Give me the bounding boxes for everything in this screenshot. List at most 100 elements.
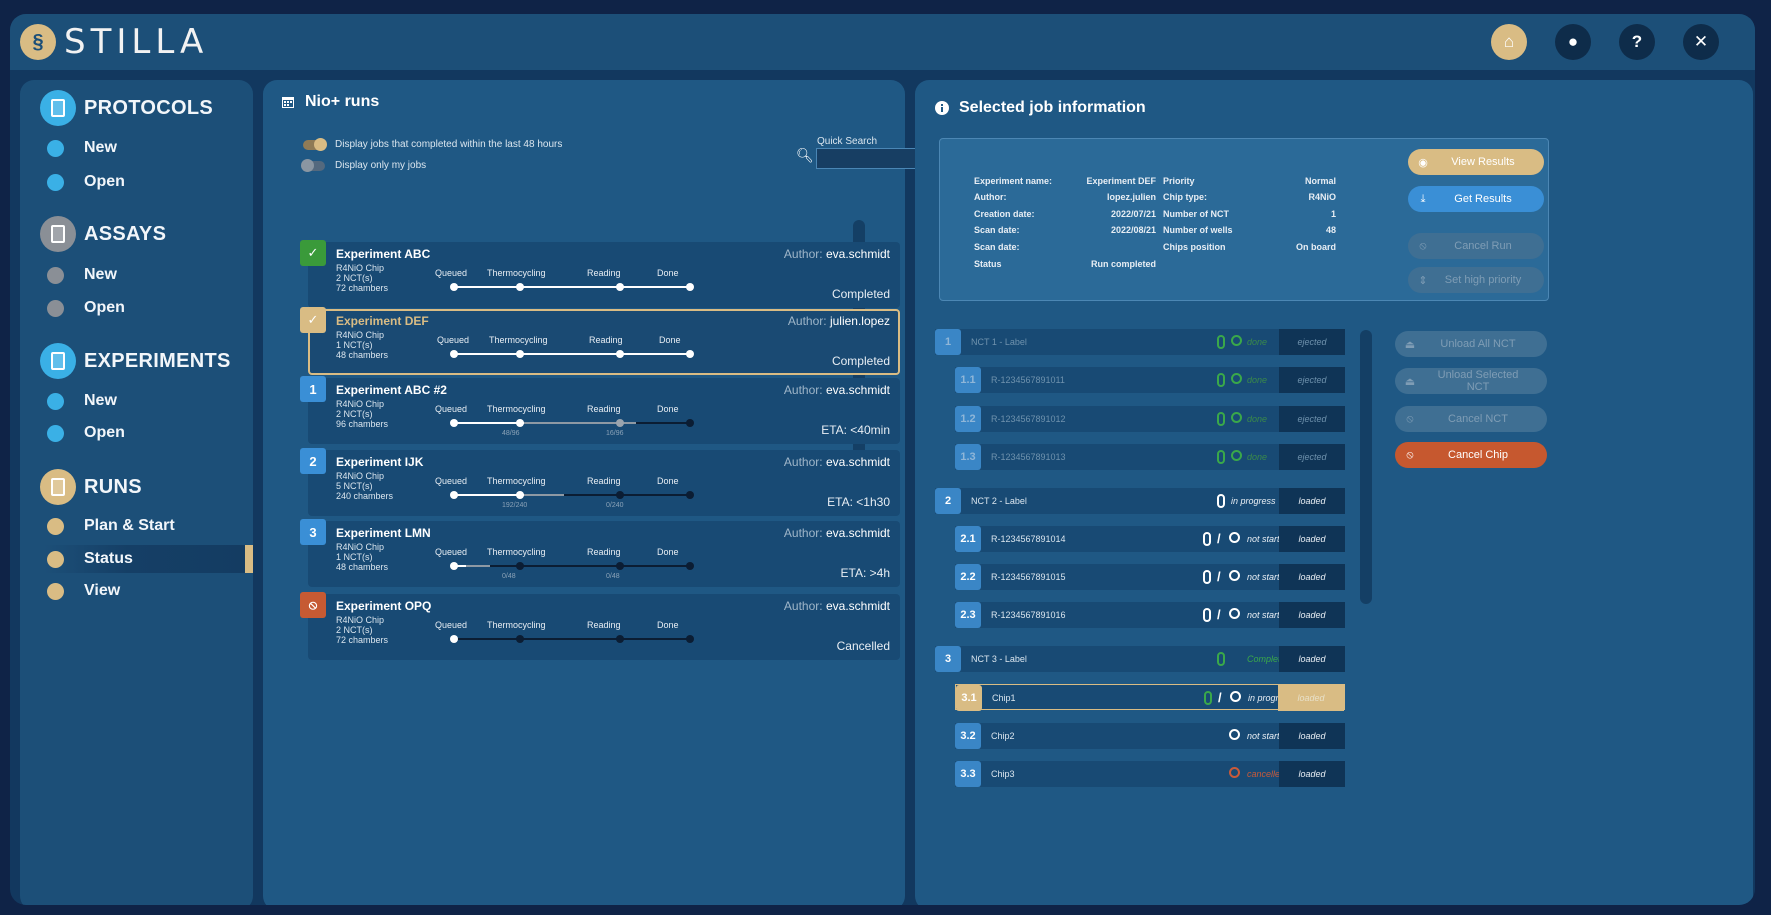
sidebar-item-protocols-new[interactable]: New <box>44 134 253 162</box>
chip-row[interactable]: 3.3 Chip3 cancelled loaded <box>955 761 1345 787</box>
row-label: Chip2 <box>991 731 1015 741</box>
sidebar-item-runs-view[interactable]: View <box>44 577 253 605</box>
nct-row[interactable]: 2 NCT 2 - Label in progress loaded <box>935 488 1345 514</box>
info-icon <box>935 101 949 115</box>
unload-selected-nct-button[interactable]: ⏏ Unload Selected NCT <box>1395 368 1547 394</box>
download-icon: ⤓ <box>1420 192 1426 205</box>
section-title: ASSAYS <box>84 222 167 245</box>
job-card[interactable]: 2 Experiment IJK R4NiO Chip 5 NCT(s) 240… <box>300 448 900 516</box>
thermometer-icon <box>1204 691 1212 705</box>
chip-row[interactable]: 1.2 R-1234567891012 done ejected <box>955 406 1345 432</box>
progress-node <box>516 419 524 427</box>
thermo-count: 0/48 <box>502 573 516 580</box>
nav-label: New <box>84 266 117 283</box>
author-prefix: Author: <box>783 383 823 397</box>
chip-row[interactable]: 2.1 R-1234567891014 / not started loaded <box>955 526 1345 552</box>
stage-label: Done <box>657 404 679 414</box>
row-number: 3.1 <box>956 685 982 711</box>
nct-row[interactable]: 3 NCT 3 - Label Completed loaded <box>935 646 1345 672</box>
sidebar-item-assays-open[interactable]: Open <box>44 294 253 322</box>
job-card[interactable]: ⦸ Experiment OPQ R4NiO Chip 2 NCT(s) 72 … <box>300 592 900 660</box>
cancel-nct-button[interactable]: ⦸ Cancel NCT <box>1395 406 1547 432</box>
cancel-run-button[interactable]: ⦸ Cancel Run <box>1408 233 1544 259</box>
row-load-state: ejected <box>1279 329 1345 355</box>
thermometer-icon <box>1217 412 1225 426</box>
lightbulb-icon <box>1229 729 1240 740</box>
chip-row[interactable]: 1.3 R-1234567891013 done ejected <box>955 444 1345 470</box>
value-num-wells: 48 <box>1325 225 1336 235</box>
job-card[interactable]: 3 Experiment LMN R4NiO Chip 1 NCT(s) 48 … <box>300 519 900 587</box>
job-state-badge: ⦸ <box>300 592 326 618</box>
lightbulb-icon <box>1229 608 1240 619</box>
job-card[interactable]: 1 Experiment ABC #2 R4NiO Chip 2 NCT(s) … <box>300 376 900 444</box>
toggle-switch[interactable] <box>303 137 327 151</box>
sidebar-item-runs-plan-start[interactable]: Plan & Start <box>44 512 253 540</box>
get-results-button[interactable]: ⤓ Get Results <box>1408 186 1544 212</box>
stage-label: Done <box>657 620 679 630</box>
section-title: EXPERIMENTS <box>84 349 231 372</box>
user-icon[interactable]: ● <box>1555 24 1591 60</box>
home-icon[interactable]: ⌂ <box>1491 24 1527 60</box>
search-icon[interactable]: 🔍︎ <box>796 147 814 163</box>
stilla-logo-icon: § <box>20 24 56 60</box>
help-icon[interactable]: ? <box>1619 24 1655 60</box>
job-state-badge: 2 <box>300 448 326 474</box>
progress-node <box>686 350 694 358</box>
row-number: 2.1 <box>955 526 981 552</box>
row-number: 3 <box>935 646 961 672</box>
job-status: ETA: <40min <box>821 423 890 437</box>
job-card[interactable]: ✓ Experiment DEF R4NiO Chip 1 NCT(s) 48 … <box>300 307 900 375</box>
stage-label: Reading <box>587 547 621 557</box>
runs-panel: Nio+ runs Display jobs that completed wi… <box>263 80 954 905</box>
stage-label: Thermocycling <box>487 268 546 278</box>
sidebar-item-experiments-open[interactable]: Open <box>44 419 253 447</box>
thermometer-icon <box>1203 608 1211 622</box>
author-prefix: Author: <box>783 599 823 613</box>
row-load-state: loaded <box>1279 646 1345 672</box>
chip-row[interactable]: 2.2 R-1234567891015 / not started loaded <box>955 564 1345 590</box>
row-label: R-1234567891013 <box>991 452 1066 462</box>
row-state: not started <box>1247 731 1290 741</box>
row-state: done <box>1247 375 1268 385</box>
view-results-button[interactable]: ◉ View Results <box>1408 149 1544 175</box>
thermometer-icon <box>1217 450 1225 464</box>
job-chip: R4NiO Chip <box>336 542 385 552</box>
nct-row[interactable]: 1 NCT 1 - Label done ejected <box>935 329 1345 355</box>
close-icon[interactable]: ✕ <box>1683 24 1719 60</box>
toggle-recent-jobs[interactable]: Display jobs that completed within the l… <box>303 137 562 151</box>
job-card[interactable]: ✓ Experiment ABC R4NiO Chip 2 NCT(s) 72 … <box>300 240 900 308</box>
job-chambers: 240 chambers <box>336 491 394 501</box>
job-chip: R4NiO Chip <box>336 615 385 625</box>
chip-row[interactable]: 2.3 R-1234567891016 / not started loaded <box>955 602 1345 628</box>
job-status: Completed <box>831 354 890 368</box>
job-chambers: 72 chambers <box>336 635 389 645</box>
toggle-switch[interactable] <box>301 158 325 172</box>
stage-label: Queued <box>437 335 470 345</box>
sidebar-item-assays-new[interactable]: New <box>44 261 253 289</box>
stage-label: Thermocycling <box>487 404 546 414</box>
toggle-my-jobs[interactable]: Display only my jobs <box>301 158 426 172</box>
stage-label: Reading <box>587 404 621 414</box>
unload-all-nct-button[interactable]: ⏏ Unload All NCT <box>1395 331 1547 357</box>
set-high-priority-button[interactable]: ⇕ Set high priority <box>1408 267 1544 293</box>
progress-node <box>516 283 524 291</box>
button-label: Cancel Chip <box>1448 449 1508 461</box>
value-author: lopez.julien <box>1106 192 1156 202</box>
cancel-chip-button[interactable]: ⦸ Cancel Chip <box>1395 442 1547 468</box>
job-ncts: 5 NCT(s) <box>336 481 373 491</box>
sidebar-item-protocols-open[interactable]: Open <box>44 168 253 196</box>
chip-row[interactable]: 3.2 Chip2 not started loaded <box>955 723 1345 749</box>
progress-node <box>516 491 524 499</box>
sidebar-item-experiments-new[interactable]: New <box>44 387 253 415</box>
label-num-wells: Number of wells <box>1163 225 1233 235</box>
row-label: NCT 1 - Label <box>971 337 1027 347</box>
row-load-state: loaded <box>1279 723 1345 749</box>
scrollbar[interactable] <box>1360 330 1372 604</box>
chip-row[interactable]: 1.1 R-1234567891011 done ejected <box>955 367 1345 393</box>
author-name: eva.schmidt <box>825 455 890 469</box>
row-number: 2.2 <box>955 564 981 590</box>
job-name: Experiment DEF <box>336 314 429 328</box>
thermo-count: 48/96 <box>502 430 520 437</box>
chip-row[interactable]: 3.1 Chip1 / in progress loaded <box>955 684 1345 711</box>
sidebar-item-runs-status[interactable]: Status <box>44 545 253 573</box>
